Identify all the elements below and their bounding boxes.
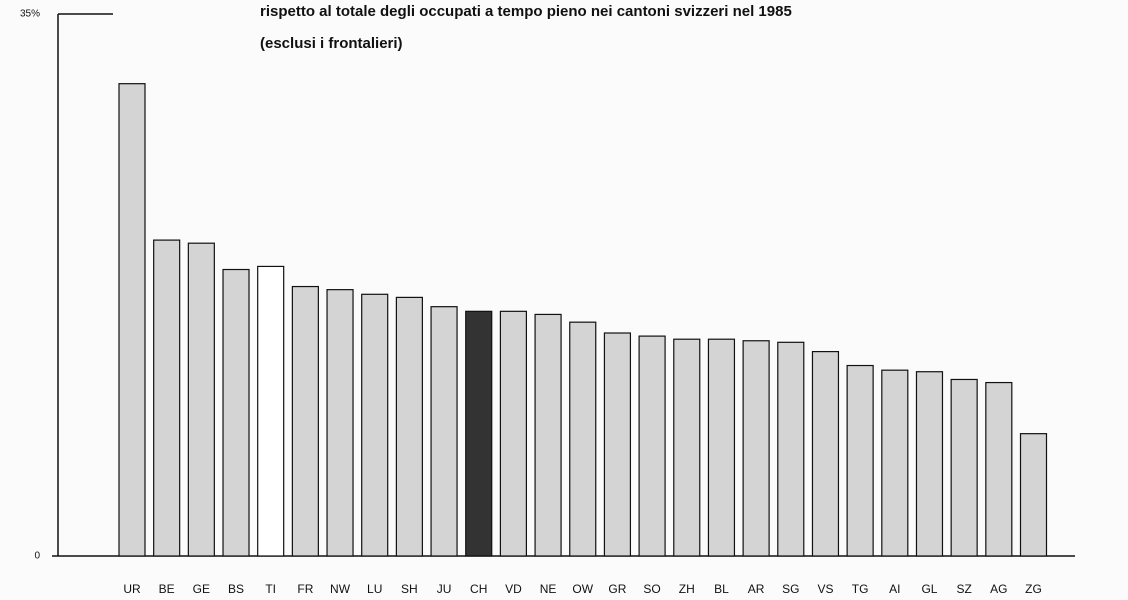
x-tick-label: SH <box>401 582 418 596</box>
bar <box>430 306 458 557</box>
y-tick-label: 35% <box>20 9 40 20</box>
x-tick-label: GR <box>608 582 626 596</box>
bar <box>707 338 736 557</box>
bar <box>222 268 250 557</box>
x-tick-label: SG <box>782 582 799 596</box>
x-tick-label: OW <box>572 582 593 596</box>
x-tick-label: BE <box>159 582 175 596</box>
bar <box>569 321 597 557</box>
bar <box>846 364 874 557</box>
bar <box>499 310 528 557</box>
x-tick-label: AG <box>990 582 1007 596</box>
x-tick-label: NE <box>540 582 557 596</box>
x-tick-label: CH <box>470 582 487 596</box>
chart-title: (esclusi i frontalieri) <box>260 35 403 52</box>
bar <box>257 265 285 557</box>
bar <box>777 341 805 557</box>
chart-title: rispetto al totale degli occupati a temp… <box>260 3 792 20</box>
x-tick-label: AI <box>889 582 900 596</box>
y-tick-label: 0 <box>34 551 40 562</box>
x-tick-label: NW <box>330 582 351 596</box>
bar <box>950 378 978 557</box>
bar <box>118 83 146 557</box>
x-tick-label: GE <box>193 582 210 596</box>
bar <box>187 242 215 557</box>
x-tick-label: ZH <box>679 582 695 596</box>
x-tick-label: BS <box>228 582 244 596</box>
bar <box>465 310 493 557</box>
bar <box>811 350 840 557</box>
x-tick-label: LU <box>367 582 382 596</box>
bar <box>673 338 701 557</box>
bar <box>1019 433 1048 557</box>
x-tick-label: BL <box>714 582 729 596</box>
x-tick-label: SZ <box>956 582 971 596</box>
x-tick-label: UR <box>123 582 141 596</box>
x-tick-label: AR <box>748 582 765 596</box>
bar <box>153 239 181 557</box>
x-tick-label: VD <box>505 582 522 596</box>
x-tick-label: TG <box>852 582 869 596</box>
x-tick-label: JU <box>437 582 452 596</box>
bar <box>534 313 562 557</box>
x-tick-label: ZG <box>1025 582 1042 596</box>
bar <box>742 340 770 557</box>
bar <box>985 381 1013 557</box>
bar <box>881 369 909 557</box>
x-tick-label: SO <box>643 582 660 596</box>
x-tick-label: VS <box>817 582 833 596</box>
bar <box>291 285 319 557</box>
x-tick-label: TI <box>265 582 276 596</box>
bar <box>361 293 389 557</box>
x-tick-label: GL <box>921 582 937 596</box>
bar <box>638 335 666 557</box>
x-tick-label: FR <box>297 582 313 596</box>
bar <box>915 371 944 557</box>
bar <box>603 332 632 557</box>
bar <box>326 289 354 557</box>
bar <box>395 296 423 557</box>
